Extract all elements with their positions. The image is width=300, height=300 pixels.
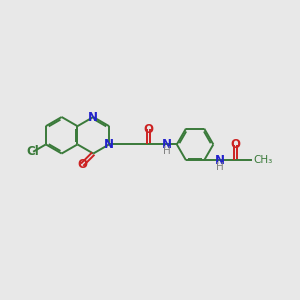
Text: N: N [88,110,98,124]
Text: N: N [214,154,224,167]
Text: O: O [231,138,241,152]
Text: N: N [161,138,172,151]
Text: O: O [144,123,154,136]
Text: CH₃: CH₃ [254,155,273,165]
Text: O: O [77,158,87,171]
Text: Cl: Cl [27,145,40,158]
Text: H: H [163,146,170,156]
Text: N: N [104,138,114,151]
Text: H: H [216,162,224,172]
